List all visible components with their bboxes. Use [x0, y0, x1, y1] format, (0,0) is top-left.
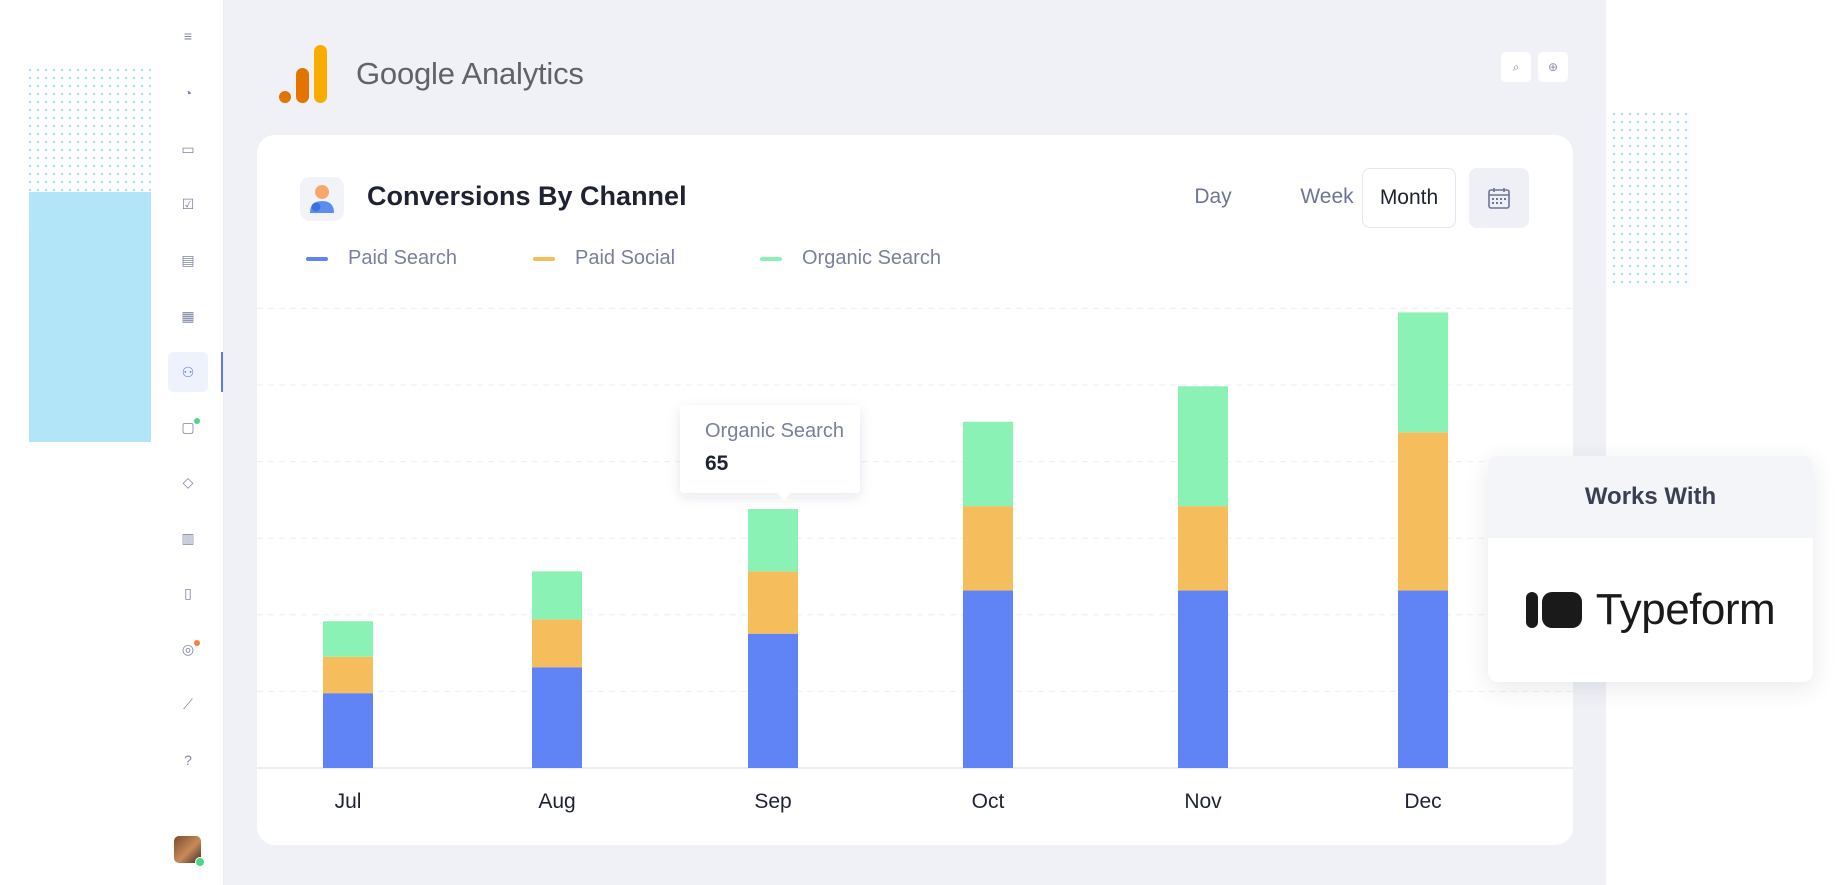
online-status-dot: [195, 857, 205, 867]
help-icon: ?: [184, 752, 192, 768]
target-icon: ◎: [181, 640, 195, 657]
sidebar-item-help[interactable]: ?: [168, 740, 208, 780]
google-analytics-logo: [279, 45, 327, 103]
x-tick-label: Sep: [754, 790, 791, 813]
sidebar: ≡ ◔ ▭ ☑ ▤ ▦ ⚇ ▢ ◇ ▥ ▯ ◎ ⟋?: [151, 0, 224, 885]
stacked-bar-chart: Jul Aug Sep Oct Nov Dec Organic Search 65: [257, 307, 1573, 813]
sidebar-item-calendar[interactable]: ▦: [168, 296, 208, 336]
sidebar-item-box[interactable]: ◇: [168, 462, 208, 502]
x-tick-label: Dec: [1404, 790, 1441, 813]
book-icon: ▯: [184, 584, 192, 601]
legend-swatch: [533, 256, 555, 261]
calendar-button[interactable]: [1469, 168, 1529, 228]
sidebar-item-dashboard-gauge[interactable]: ◔: [168, 73, 208, 113]
card-title: Conversions By Channel: [367, 181, 687, 211]
bar-organic-search-dec[interactable]: [1398, 312, 1448, 433]
bar-paid-search-oct[interactable]: [963, 590, 1013, 768]
typeform-logo-icon: [1525, 592, 1582, 628]
bar-paid-search-aug[interactable]: [532, 667, 582, 768]
bar-paid-social-aug[interactable]: [532, 619, 582, 668]
x-tick-label: Oct: [972, 790, 1005, 813]
sidebar-item-messages[interactable]: ▤: [168, 240, 208, 280]
bar-organic-search-sep[interactable]: [748, 509, 798, 572]
briefcase-icon: ▭: [181, 140, 195, 157]
sidebar-item-briefcase[interactable]: ▭: [168, 129, 208, 169]
sidebar-item-document[interactable]: ▥: [168, 518, 208, 558]
add-circle-icon: ⊕: [1547, 60, 1559, 74]
period-week-button[interactable]: Week: [1300, 185, 1354, 208]
period-month-button[interactable]: Month: [1362, 168, 1456, 228]
legend-swatch: [306, 256, 328, 261]
sidebar-item-chat[interactable]: ▢: [168, 407, 208, 447]
logo-bar-tall: [314, 45, 327, 103]
bar-organic-search-aug[interactable]: [532, 571, 582, 620]
decorative-blue-block: [29, 192, 154, 442]
works-with-heading: Works With: [1488, 456, 1813, 538]
bar-organic-search-nov[interactable]: [1178, 386, 1228, 507]
bar-paid-social-nov[interactable]: [1178, 506, 1228, 591]
box-icon: ◇: [182, 473, 194, 490]
x-tick-label: Jul: [335, 790, 362, 813]
legend-label: Paid Search: [348, 247, 457, 269]
document-icon: ▥: [181, 529, 195, 546]
bar-paid-search-nov[interactable]: [1178, 590, 1228, 768]
typeform-brand-text: Typeform: [1595, 585, 1776, 634]
legend-paid-search[interactable]: Paid Search: [306, 247, 457, 270]
bar-paid-search-dec[interactable]: [1398, 590, 1448, 768]
decorative-dots-right: [1610, 110, 1688, 288]
bar-paid-search-sep[interactable]: [748, 633, 798, 768]
notification-badge: [194, 640, 200, 646]
bar-paid-social-oct[interactable]: [963, 506, 1013, 591]
tooltip-series: Organic Search: [705, 420, 844, 442]
logo-bar-mid: [296, 68, 309, 103]
bar-paid-social-dec[interactable]: [1398, 432, 1448, 591]
calendar-icon: [1488, 188, 1510, 209]
messages-icon: ▤: [181, 251, 195, 268]
logo-dot: [279, 91, 291, 103]
chart-tooltip: Organic Search 65: [680, 405, 860, 501]
works-with-card: Works With Typeform: [1488, 456, 1813, 682]
legend-label: Organic Search: [802, 247, 941, 269]
conversions-card: Conversions By Channel Day Week Month Pa…: [257, 135, 1573, 845]
app-brand-title: Google Analytics: [356, 56, 584, 91]
sidebar-item-user-lock[interactable]: ⚇: [168, 352, 208, 392]
legend-organic-search[interactable]: Organic Search: [760, 247, 941, 270]
sidebar-item-book[interactable]: ▯: [168, 573, 208, 613]
legend-swatch: [760, 256, 782, 261]
search-button[interactable]: ⌕: [1501, 52, 1531, 82]
menu-icon: ≡: [183, 28, 193, 44]
tooltip-value: 65: [705, 452, 729, 475]
bar-organic-search-jul[interactable]: [323, 621, 373, 657]
chat-icon: ▢: [181, 418, 195, 435]
legend-paid-social[interactable]: Paid Social: [533, 247, 675, 270]
period-day-button[interactable]: Day: [1194, 185, 1232, 208]
sidebar-item-clipboard-check[interactable]: ☑: [168, 184, 208, 224]
bar-organic-search-oct[interactable]: [963, 421, 1013, 507]
x-tick-label: Nov: [1184, 790, 1222, 813]
integration-brand[interactable]: Typeform: [1488, 538, 1813, 682]
sidebar-item-menu[interactable]: ≡: [168, 16, 208, 56]
sidebar-item-chart[interactable]: ⟋: [168, 684, 208, 724]
bar-paid-social-jul[interactable]: [323, 656, 373, 694]
search-icon: ⌕: [1512, 59, 1520, 74]
dashboard-gauge-icon: ◔: [183, 85, 193, 101]
user-lock-icon: ⚇: [181, 363, 195, 380]
notification-badge: [194, 418, 200, 424]
chart-icon: ⟋: [183, 695, 193, 712]
users-icon: [300, 177, 344, 221]
bar-paid-social-sep[interactable]: [748, 571, 798, 634]
add-button[interactable]: ⊕: [1538, 52, 1568, 82]
bar-paid-search-jul[interactable]: [323, 693, 373, 768]
sidebar-active-indicator: [221, 352, 223, 392]
calendar-icon: ▦: [181, 307, 195, 324]
clipboard-check-icon: ☑: [181, 195, 195, 212]
legend-label: Paid Social: [575, 247, 676, 269]
sidebar-item-target[interactable]: ◎: [168, 629, 208, 669]
x-tick-label: Aug: [538, 790, 575, 813]
